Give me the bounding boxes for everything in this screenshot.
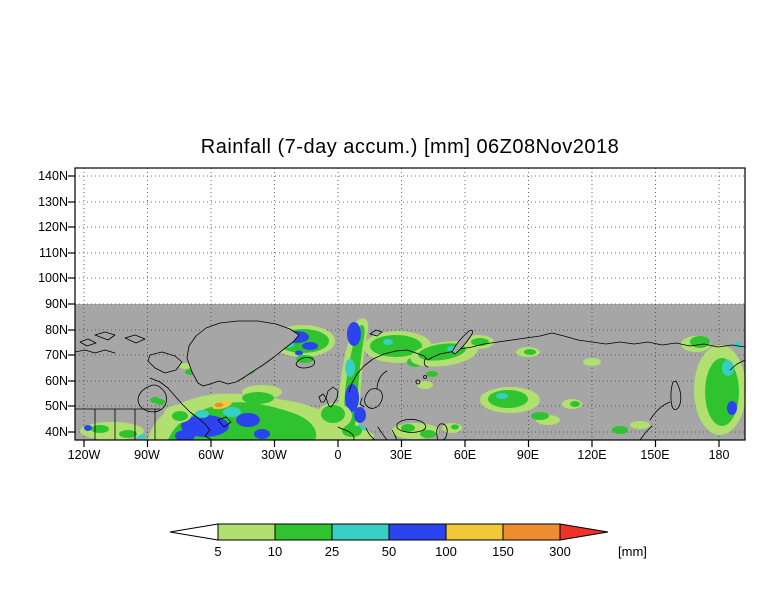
axis-ticks bbox=[68, 175, 720, 447]
legend-value-5: 5 bbox=[214, 544, 222, 559]
lon-label-30e: 30E bbox=[389, 448, 413, 462]
graticule-grid bbox=[75, 168, 745, 440]
lat-label-100n: 100N bbox=[38, 271, 68, 285]
lon-label-60e: 60E bbox=[453, 448, 477, 462]
legend-value-50: 50 bbox=[381, 544, 397, 559]
lon-label-30w: 30W bbox=[261, 448, 287, 462]
legend-value-150: 150 bbox=[492, 544, 514, 559]
lat-label-80n: 80N bbox=[45, 323, 68, 337]
lon-label-60w: 60W bbox=[198, 448, 224, 462]
eurasia-arctic-coast bbox=[348, 332, 745, 393]
lat-label-40n: 40N bbox=[45, 425, 68, 439]
lon-label-120w: 120W bbox=[67, 448, 101, 462]
lat-label-110n: 110N bbox=[39, 246, 68, 260]
lat-label-60n: 60N bbox=[45, 374, 68, 388]
lon-label-180: 180 bbox=[708, 448, 730, 462]
legend-unit-label: [mm] bbox=[618, 544, 647, 559]
legend-value-10: 10 bbox=[267, 544, 283, 559]
lat-label-70n: 70N bbox=[45, 348, 68, 362]
legend-value-100: 100 bbox=[435, 544, 457, 559]
lon-label-0: 0 bbox=[334, 448, 342, 462]
colorbar bbox=[169, 523, 609, 541]
colorbar-above-max-arrow bbox=[559, 523, 609, 541]
lat-label-120n: 120N bbox=[38, 220, 68, 234]
legend-value-300: 300 bbox=[549, 544, 571, 559]
lat-label-140n: 140N bbox=[38, 169, 68, 183]
rainfall-shading bbox=[80, 318, 745, 440]
political-borders bbox=[75, 408, 161, 440]
lat-label-90n: 90N bbox=[45, 297, 68, 311]
plot-frame bbox=[68, 167, 746, 447]
coastlines bbox=[75, 320, 745, 440]
colorbar-below-min-arrow bbox=[169, 523, 219, 541]
greenland-outline bbox=[186, 320, 300, 387]
legend-value-25: 25 bbox=[324, 544, 340, 559]
lat-label-130n: 130N bbox=[38, 195, 68, 209]
lat-label-50n: 50N bbox=[45, 399, 68, 413]
lon-label-90e: 90E bbox=[516, 448, 540, 462]
lon-label-90w: 90W bbox=[134, 448, 160, 462]
lon-label-150e: 150E bbox=[640, 448, 670, 462]
lon-label-120e: 120E bbox=[577, 448, 607, 462]
figure-title: Rainfall (7-day accum.) [mm] 06Z08Nov201… bbox=[200, 136, 620, 158]
